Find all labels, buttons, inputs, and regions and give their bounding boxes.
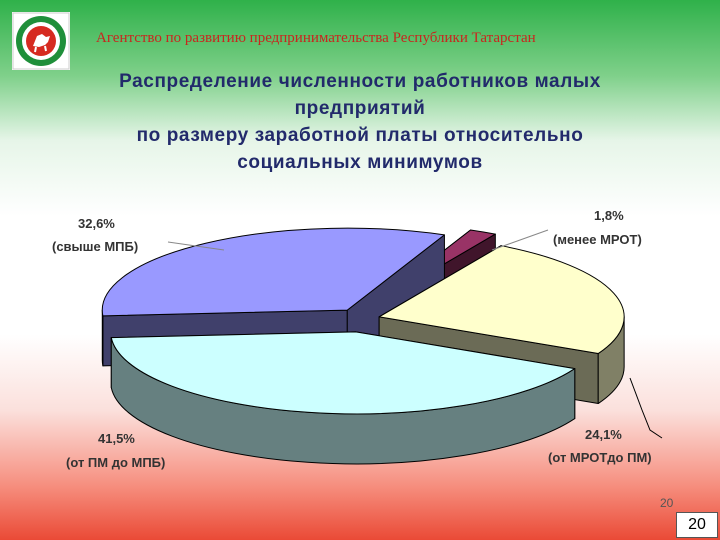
label-cat-over-mpb: (свыше МПБ) — [52, 239, 138, 254]
label-cat-mrot-pm: (от МРОТдо ПМ) — [548, 450, 652, 465]
title-line-4: социальных минимумов — [237, 152, 483, 173]
title-line-2: предприятий — [294, 98, 426, 119]
tatarstan-emblem — [12, 12, 70, 70]
title-line-3: по размеру заработной платы относительно — [136, 125, 584, 146]
pie-slice-top-over-mpb — [101, 227, 445, 317]
label-value-below-mrot: 1,8% — [594, 208, 624, 223]
leader-line-mrot-pm — [629, 377, 663, 439]
slide-title: Распределение численности работников мал… — [40, 68, 680, 176]
emblem-icon — [12, 12, 70, 70]
pie-slice-top-pm-mpb — [110, 331, 576, 415]
label-value-mrot-pm: 24,1% — [585, 427, 622, 442]
label-value-pm-mpb: 41,5% — [98, 431, 135, 446]
page-number-box: 20 — [676, 512, 718, 538]
agency-name: Агентство по развитию предпринимательств… — [96, 30, 536, 46]
leader-line-below-mrot — [491, 229, 549, 251]
pie-slices — [101, 227, 625, 465]
label-value-over-mpb: 32,6% — [78, 216, 115, 231]
pie-slice-top-mrot-pm — [378, 245, 625, 355]
label-cat-pm-mpb: (от ПМ до МПБ) — [66, 455, 165, 470]
title-line-1: Распределение численности работников мал… — [119, 71, 601, 92]
pie-slice-rim-over-mpb-0 — [101, 309, 104, 367]
leader-line-over-mpb — [167, 241, 225, 251]
pie-slice-pm-mpb — [110, 331, 576, 465]
label-cat-below-mrot: (менее МРОТ) — [553, 232, 642, 247]
page-number-small: 20 — [660, 496, 674, 510]
